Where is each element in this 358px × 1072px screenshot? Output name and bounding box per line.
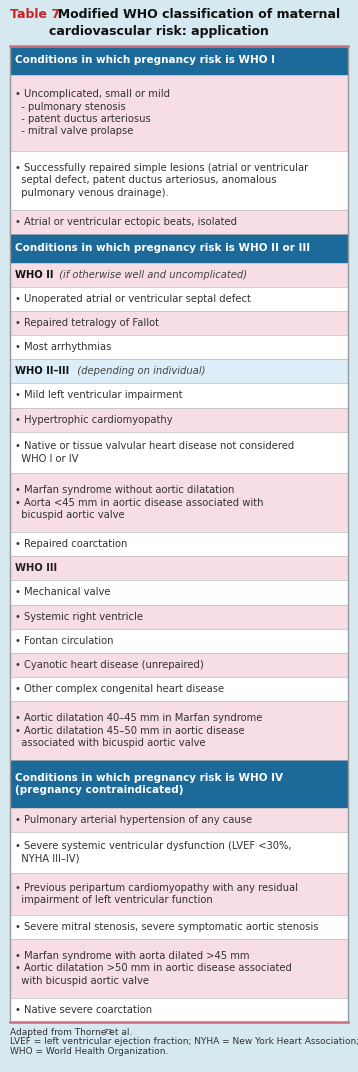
Bar <box>10 407 348 432</box>
Text: • Marfan syndrome with aorta dilated >45 mm
• Aortic dilatation >50 mm in aortic: • Marfan syndrome with aorta dilated >45… <box>15 951 292 986</box>
Text: (if otherwise well and uncomplicated): (if otherwise well and uncomplicated) <box>55 270 247 280</box>
Bar <box>10 832 348 874</box>
Bar <box>10 234 348 263</box>
Text: Adapted from Thorne et al.: Adapted from Thorne et al. <box>10 1028 132 1037</box>
Bar <box>10 473 348 532</box>
Text: • Fontan circulation: • Fontan circulation <box>15 636 113 645</box>
Bar <box>10 580 348 605</box>
Bar <box>10 914 348 939</box>
Text: WHO III: WHO III <box>15 564 57 574</box>
Bar <box>10 629 348 653</box>
Text: • Atrial or ventricular ectopic beats, isolated: • Atrial or ventricular ectopic beats, i… <box>15 217 237 227</box>
Text: • Hypertrophic cardiomyopathy: • Hypertrophic cardiomyopathy <box>15 415 173 425</box>
Bar <box>10 46 348 75</box>
Bar <box>10 75 348 151</box>
Text: • Successfully repaired simple lesions (atrial or ventricular
  septal defect, p: • Successfully repaired simple lesions (… <box>15 163 308 197</box>
Text: Conditions in which pregnancy risk is WHO I: Conditions in which pregnancy risk is WH… <box>15 56 275 65</box>
Text: • Cyanotic heart disease (unrepaired): • Cyanotic heart disease (unrepaired) <box>15 660 204 670</box>
Text: • Uncomplicated, small or mild
  - pulmonary stenosis
  - patent ductus arterios: • Uncomplicated, small or mild - pulmona… <box>15 89 170 136</box>
Bar <box>10 678 348 701</box>
Text: WHO = World Health Organization.: WHO = World Health Organization. <box>10 1047 168 1056</box>
Text: 73: 73 <box>103 1029 112 1034</box>
Bar <box>10 311 348 336</box>
Text: WHO II: WHO II <box>15 270 53 280</box>
Bar <box>10 653 348 678</box>
Text: (depending on individual): (depending on individual) <box>71 367 206 376</box>
Bar <box>10 263 348 287</box>
Text: Conditions in which pregnancy risk is WHO II or III: Conditions in which pregnancy risk is WH… <box>15 243 310 253</box>
Bar <box>10 151 348 210</box>
Bar <box>10 939 348 998</box>
Bar <box>10 384 348 407</box>
Text: • Marfan syndrome without aortic dilatation
• Aorta <45 mm in aortic disease ass: • Marfan syndrome without aortic dilatat… <box>15 486 263 520</box>
Bar <box>10 701 348 760</box>
Text: • Mechanical valve: • Mechanical valve <box>15 587 111 597</box>
Text: • Mild left ventricular impairment: • Mild left ventricular impairment <box>15 390 183 401</box>
Bar <box>10 359 348 384</box>
Text: WHO II–III: WHO II–III <box>15 367 69 376</box>
Bar <box>10 760 348 807</box>
Bar <box>10 532 348 556</box>
Bar <box>10 432 348 473</box>
Text: • Repaired tetralogy of Fallot: • Repaired tetralogy of Fallot <box>15 318 159 328</box>
Text: • Severe mitral stenosis, severe symptomatic aortic stenosis: • Severe mitral stenosis, severe symptom… <box>15 922 319 932</box>
Text: Modified WHO classification of maternal
cardiovascular risk: application: Modified WHO classification of maternal … <box>49 8 340 38</box>
Text: Conditions in which pregnancy risk is WHO IV
(pregnancy contraindicated): Conditions in which pregnancy risk is WH… <box>15 773 283 794</box>
Text: Table 7: Table 7 <box>10 8 60 21</box>
Text: • Other complex congenital heart disease: • Other complex congenital heart disease <box>15 684 224 694</box>
Bar <box>10 605 348 629</box>
Text: • Repaired coarctation: • Repaired coarctation <box>15 539 127 549</box>
Text: • Most arrhythmias: • Most arrhythmias <box>15 342 111 353</box>
Text: LVEF = left ventricular ejection fraction; NYHA = New York Heart Association;: LVEF = left ventricular ejection fractio… <box>10 1038 358 1046</box>
Bar <box>10 807 348 832</box>
Text: • Pulmonary arterial hypertension of any cause: • Pulmonary arterial hypertension of any… <box>15 815 252 824</box>
Bar <box>10 998 348 1022</box>
Bar <box>10 336 348 359</box>
Text: • Native or tissue valvular heart disease not considered
  WHO I or IV: • Native or tissue valvular heart diseas… <box>15 442 294 464</box>
Text: • Systemic right ventricle: • Systemic right ventricle <box>15 612 143 622</box>
Text: • Severe systemic ventricular dysfunction (LVEF <30%,
  NYHA III–IV): • Severe systemic ventricular dysfunctio… <box>15 842 291 864</box>
Text: • Native severe coarctation: • Native severe coarctation <box>15 1004 152 1015</box>
Bar <box>10 556 348 580</box>
Bar <box>10 287 348 311</box>
Bar <box>10 874 348 914</box>
Text: • Aortic dilatation 40–45 mm in Marfan syndrome
• Aortic dilatation 45–50 mm in : • Aortic dilatation 40–45 mm in Marfan s… <box>15 713 262 748</box>
Bar <box>10 210 348 234</box>
Text: • Unoperated atrial or ventricular septal defect: • Unoperated atrial or ventricular septa… <box>15 294 251 303</box>
Text: • Previous peripartum cardiomyopathy with any residual
  impairment of left vent: • Previous peripartum cardiomyopathy wit… <box>15 883 298 905</box>
